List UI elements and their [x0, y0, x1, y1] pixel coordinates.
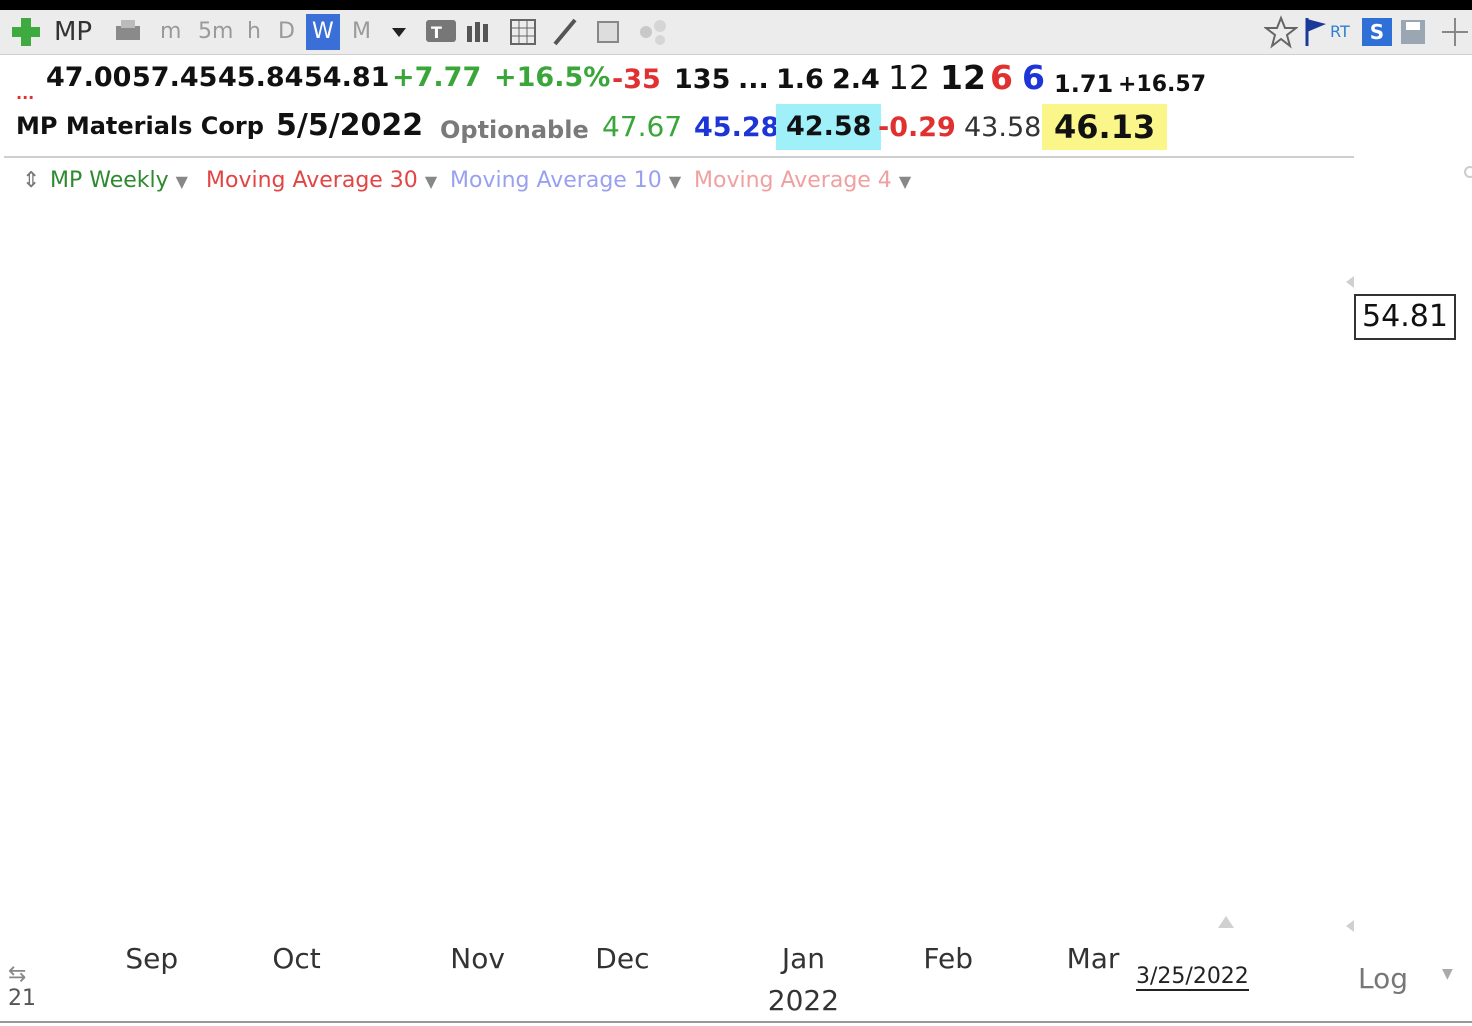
print-icon[interactable]	[112, 10, 144, 54]
quote-high: 57.45	[132, 62, 218, 93]
scroll-up-icon[interactable]	[1218, 916, 1234, 928]
interval-h[interactable]: h	[247, 19, 261, 44]
current-price-box: 54.81	[1354, 294, 1456, 340]
time-axis: Sep Oct Nov Dec Jan Feb Mar 2022	[125, 942, 1119, 1017]
s-button[interactable]: S	[1362, 18, 1392, 46]
toolbar: MP m 5m h D W M T	[0, 10, 1472, 55]
pencil-icon[interactable]	[550, 10, 580, 54]
text-tool-icon[interactable]: T	[424, 10, 458, 54]
x-tick-label: Oct	[272, 942, 320, 975]
legend-ma10[interactable]: Moving Average 10 ▼	[450, 168, 681, 193]
star-icon[interactable]	[1263, 10, 1299, 54]
move-icon[interactable]	[1440, 10, 1470, 54]
axis-pointer-icon-2	[1346, 920, 1354, 932]
quote-v5: 12	[888, 58, 930, 97]
cursor-date-label: 3/25/2022	[1136, 964, 1249, 991]
quote-v10: +16.57	[1118, 72, 1207, 97]
window-top-border	[0, 0, 1472, 10]
optionable-label: Optionable	[440, 116, 589, 144]
plus-icon[interactable]	[10, 10, 42, 54]
company-name: MP Materials Corp	[16, 112, 264, 140]
link-icon[interactable]	[636, 10, 672, 54]
chevron-down-icon[interactable]: ▼	[175, 172, 188, 191]
bar-chart-icon[interactable]	[464, 10, 494, 54]
legend-mp-weekly[interactable]: MP Weekly ▼	[50, 168, 188, 193]
quote-r2-v4: -0.29	[878, 112, 956, 143]
legend-ma10-label: Moving Average 10	[450, 168, 662, 193]
x-tick-label: Feb	[923, 942, 973, 975]
quote-r2-v2: 45.28	[694, 112, 780, 143]
quote-r2-v3: 42.58	[776, 104, 882, 150]
interval-5m[interactable]: 5m	[198, 19, 234, 44]
chevron-down-icon[interactable]: ▼	[898, 172, 912, 191]
x-year-label: 2022	[768, 984, 839, 1017]
legend-mp-weekly-label: MP Weekly	[50, 168, 169, 193]
legend-ma30[interactable]: Moving Average 30 ▼	[206, 168, 437, 193]
quote-ellipsis-2: ...	[738, 64, 769, 95]
quote-ellipsis: ...	[16, 84, 35, 103]
grid-icon[interactable]	[508, 10, 538, 54]
legend-drag-icon[interactable]: ⇕	[22, 168, 41, 193]
note-icon[interactable]	[594, 10, 624, 54]
chevron-down-icon[interactable]: ▼	[424, 172, 438, 191]
quote-open: 47.00	[46, 62, 132, 93]
scroll-indicator[interactable]	[1464, 166, 1472, 178]
chevron-down-icon[interactable]: ▼	[1442, 966, 1453, 982]
x-tick-label: Mar	[1067, 942, 1120, 975]
chevron-down-icon[interactable]	[390, 10, 408, 54]
legend-ma30-label: Moving Average 30	[206, 168, 418, 193]
quote-v7: 6	[990, 58, 1013, 97]
quote-r2-v1: 47.67	[602, 110, 683, 143]
quote-r2-v6: 46.13	[1042, 104, 1168, 150]
quote-v6: 12	[940, 58, 986, 97]
quote-change: +7.77	[392, 62, 482, 93]
quote-change-pct: +16.5%	[494, 62, 611, 93]
x-tick-label: Dec	[595, 942, 649, 975]
quote-r2-v5: 43.58	[964, 112, 1042, 143]
quote-low: 45.84	[218, 62, 304, 93]
x-tick-label: Nov	[450, 942, 505, 975]
interval-m[interactable]: m	[160, 19, 182, 44]
quote-v9: 1.71	[1054, 70, 1114, 98]
flag-icon[interactable]	[1302, 10, 1328, 54]
quote-v1: -35	[612, 64, 661, 95]
legend-ma4[interactable]: Moving Average 4 ▼	[694, 168, 911, 193]
interval-d[interactable]: D	[278, 19, 295, 44]
x-tick-label: Jan	[780, 942, 825, 975]
svg-text:T: T	[431, 23, 442, 42]
legend-ma4-label: Moving Average 4	[694, 168, 892, 193]
quote-v4: 2.4	[832, 64, 880, 95]
axis-pointer-icon	[1346, 276, 1354, 288]
swap-icon[interactable]: ⇆	[8, 962, 27, 987]
rt-label[interactable]: RT	[1330, 22, 1350, 41]
quote-v2: 135	[674, 64, 731, 95]
symbol-label[interactable]: MP	[54, 17, 93, 47]
quote-v8: 6	[1022, 58, 1045, 97]
log-toggle[interactable]: Log	[1358, 962, 1409, 995]
interval-w[interactable]: W	[306, 14, 340, 50]
chevron-down-icon[interactable]: ▼	[668, 172, 682, 191]
x-tick-label: Sep	[125, 942, 178, 975]
save-icon[interactable]	[1398, 10, 1428, 54]
interval-month[interactable]: M	[352, 19, 371, 44]
quote-v3: 1.6	[776, 64, 824, 95]
left-year-partial: 21	[8, 986, 36, 1011]
quote-date: 5/5/2022	[276, 108, 424, 143]
quote-close: 54.81	[304, 62, 390, 93]
